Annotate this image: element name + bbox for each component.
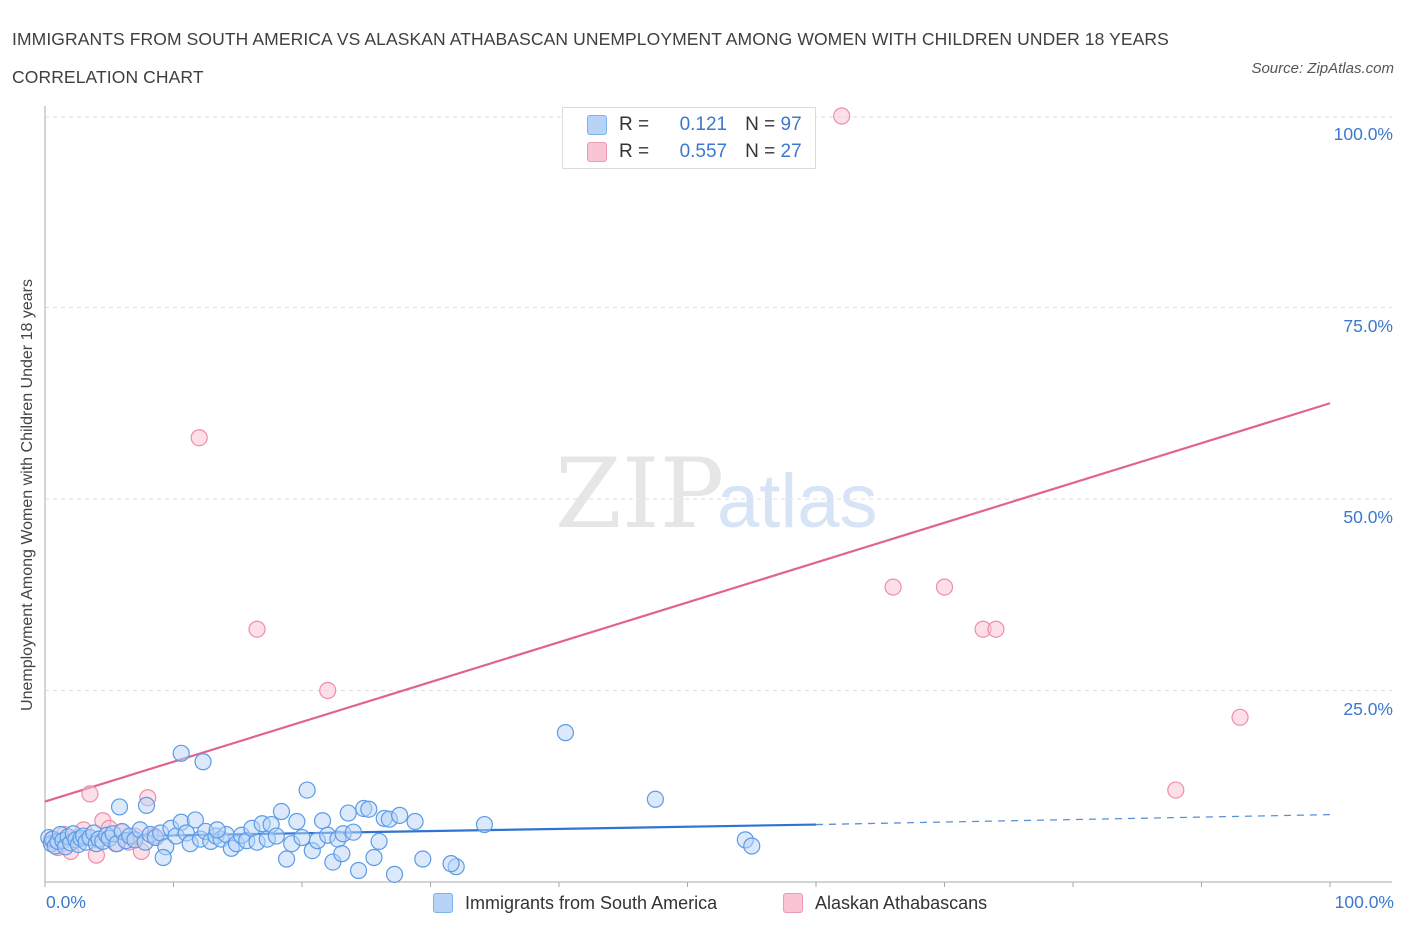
source-label: Source: ZipAtlas.com [1251,60,1394,77]
legend-label-athabascans: Alaskan Athabascans [815,892,988,913]
r-value-blue: 0.121 [679,114,728,135]
chart-title: IMMIGRANTS FROM SOUTH AMERICA VS ALASKAN… [12,29,1169,87]
point-athabascans [935,578,954,596]
legend-item-athabascans: Alaskan Athabascans [783,890,987,916]
point-athabascans [1167,781,1185,799]
r-value-pink: 0.557 [679,141,728,162]
point-immigrants [344,823,362,841]
point-athabascans [190,429,208,447]
watermark-zip: ZIP [555,438,724,550]
point-athabascans [884,578,902,596]
point-immigrants [110,798,129,816]
point-immigrants [288,812,306,831]
n-label: N = [745,141,776,162]
point-immigrants [277,850,296,868]
point-immigrants [370,832,388,851]
x-tick-label-100: 100.0% [1334,892,1394,912]
point-immigrants [646,790,664,808]
r-label: R = [619,114,650,135]
n-label: N = [745,114,776,135]
point-immigrants [267,827,285,845]
point-immigrants [137,796,156,815]
point-immigrants [385,865,404,883]
point-immigrants [339,804,357,822]
point-athabascans [319,681,337,700]
data-points [40,107,1249,883]
stats-legend: R = 0.121 N = 97 R = 0.557 N = 27 [562,107,816,169]
blue-swatch [587,115,607,135]
point-immigrants [172,744,190,762]
point-immigrants [313,812,332,830]
axes [44,106,1392,887]
point-immigrants [743,837,761,855]
point-athabascans [1231,708,1249,726]
n-value-pink: 27 [780,141,802,162]
trend-line-athabascans [44,402,1331,803]
point-immigrants [154,848,172,867]
stats-row-blue: R = 0.121 N = 97 [587,112,802,138]
point-immigrants [365,848,383,867]
point-immigrants [475,815,494,834]
point-immigrants [406,812,424,831]
point-athabascans [833,107,851,125]
point-immigrants [272,802,291,821]
legend-item-immigrants: Immigrants from South America [433,890,717,916]
point-immigrants [442,855,460,873]
r-label: R = [619,141,650,162]
point-immigrants [333,845,351,863]
point-immigrants [208,821,226,839]
pink-swatch [587,142,607,162]
watermark-atlas: atlas [717,459,878,544]
grid-lines [45,116,1392,691]
y-tick-label: 75.0% [1343,315,1393,336]
point-immigrants [293,828,311,847]
point-immigrants [556,724,575,742]
point-immigrants [349,861,368,880]
point-immigrants [360,800,378,818]
y-tick-label: 50.0% [1343,507,1393,527]
legend-label-immigrants: Immigrants from South America [465,892,718,913]
n-value-blue: 97 [780,114,802,135]
y-tick-label: 25.0% [1343,698,1393,719]
point-immigrants [414,850,432,868]
point-immigrants [391,806,409,824]
legend-swatch-pink [783,893,803,913]
point-immigrants [194,753,212,771]
stats-row-pink: R = 0.557 N = 27 [587,139,802,165]
point-athabascans [81,785,99,803]
x-tick-label-0: 0.0% [46,892,86,912]
legend-swatch-blue [433,893,453,913]
point-immigrants [186,811,204,829]
point-athabascans [248,620,266,638]
point-immigrants [298,781,316,799]
y-tick-label: 100.0% [1333,124,1393,144]
point-athabascans [987,620,1005,638]
trend-line-immigrants-extension [815,813,1331,826]
